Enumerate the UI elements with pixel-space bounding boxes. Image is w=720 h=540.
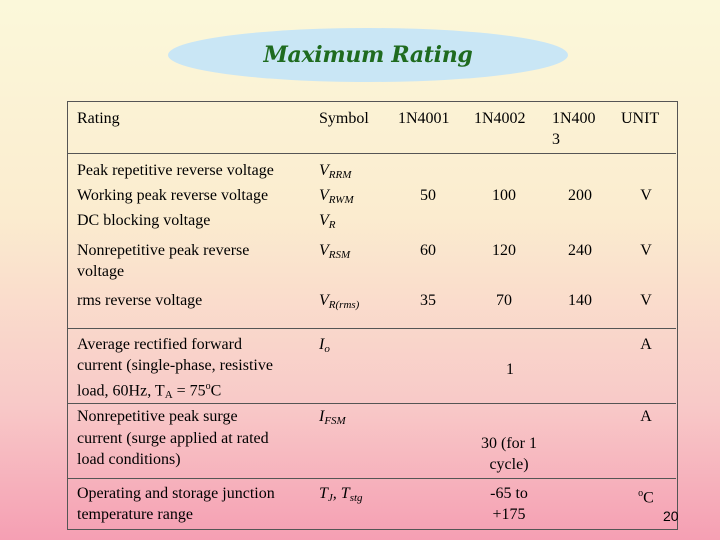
symbol-ifsm: IFSM (319, 408, 346, 427)
value-merged: 30 (for 1 (481, 435, 537, 452)
header-1n4001: 1N4001 (398, 110, 450, 127)
value-1n4001: 35 (420, 292, 436, 309)
rating-text: current (surge applied at rated (77, 430, 269, 447)
rating-text: rms reverse voltage (77, 292, 203, 309)
rating-text: Working peak reverse voltage (77, 187, 269, 204)
symbol-vrrms: VR(rms) (319, 292, 360, 311)
value-1n4002: 70 (496, 292, 512, 309)
value-1n4002: 120 (492, 242, 516, 259)
header-unit: UNIT (621, 110, 660, 127)
rating-text: temperature range (77, 506, 193, 523)
rating-table (67, 101, 678, 530)
value-merged: cycle) (489, 456, 529, 473)
rating-text: load, 60Hz, TA = 75oC (77, 381, 222, 402)
rating-text: Peak repetitive reverse voltage (77, 162, 274, 179)
page-title: Maximum Rating (263, 42, 473, 68)
value-merged: +175 (492, 506, 526, 523)
page-number: 20 (663, 508, 679, 524)
symbol-tj-tstg: TJ, Tstg (319, 485, 363, 504)
symbol-vr: VR (319, 212, 336, 231)
row-divider (68, 153, 676, 154)
value-1n4003: 200 (568, 187, 592, 204)
value-unit: A (640, 336, 652, 353)
rating-text: DC blocking voltage (77, 212, 211, 229)
rating-text: Operating and storage junction (77, 485, 275, 502)
symbol-vrwm: VRWM (319, 187, 354, 206)
symbol-vrsm: VRSM (319, 242, 351, 261)
row-divider (68, 403, 676, 404)
value-unit: V (640, 187, 652, 204)
value-1n4002: 100 (492, 187, 516, 204)
value-unit: V (640, 242, 652, 259)
title-banner: Maximum Rating (168, 28, 568, 82)
header-rating: Rating (77, 110, 120, 127)
value-1n4003: 140 (568, 292, 592, 309)
header-1n4003-line1: 1N400 (552, 110, 596, 127)
rating-text: load conditions) (77, 451, 181, 468)
row-divider (68, 328, 676, 329)
header-symbol: Symbol (319, 110, 369, 127)
value-unit: V (640, 292, 652, 309)
symbol-io: Io (319, 336, 330, 355)
rating-text: Average rectified forward (77, 336, 242, 353)
value-merged: -65 to (490, 485, 528, 502)
rating-text: Nonrepetitive peak reverse (77, 242, 250, 259)
value-1n4001: 50 (420, 187, 436, 204)
value-unit: A (640, 408, 652, 425)
rating-text: current (single-phase, resistive (77, 357, 273, 374)
value-1n4001: 60 (420, 242, 436, 259)
header-1n4003-line2: 3 (552, 131, 560, 148)
rating-text: Nonrepetitive peak surge (77, 408, 238, 425)
header-1n4002: 1N4002 (474, 110, 526, 127)
value-merged: 1 (506, 361, 514, 378)
value-1n4003: 240 (568, 242, 592, 259)
value-unit: oC (638, 488, 654, 507)
row-divider (68, 478, 676, 479)
symbol-vrrm: VRRM (319, 162, 352, 181)
rating-text: voltage (77, 263, 125, 280)
